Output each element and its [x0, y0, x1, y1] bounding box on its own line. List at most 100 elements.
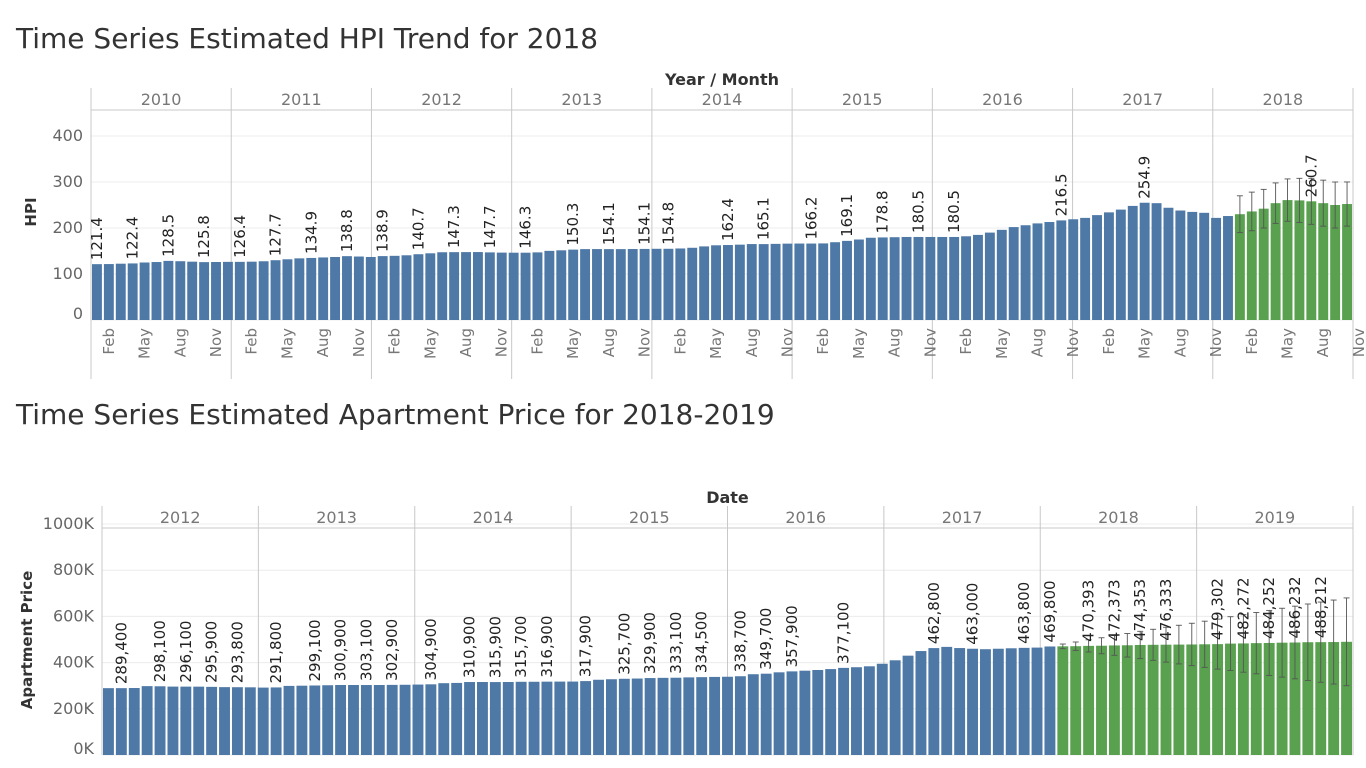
bar: [464, 682, 476, 755]
bar: [605, 679, 617, 755]
bar: [902, 655, 914, 755]
bar: [973, 234, 983, 320]
forecast-bar: [1318, 203, 1329, 320]
bar: [1139, 202, 1150, 320]
data-label: 128.5: [159, 214, 177, 257]
bar: [115, 688, 127, 755]
bar: [258, 261, 269, 320]
bar: [992, 648, 1004, 755]
bar: [128, 688, 140, 755]
bar: [853, 239, 864, 320]
bar: [335, 684, 347, 755]
bar: [234, 261, 245, 320]
x-axis-header: Date: [706, 488, 749, 507]
year-label: 2013: [561, 90, 602, 109]
bar: [294, 258, 305, 320]
bar: [348, 685, 359, 755]
year-label: 2017: [1122, 90, 1163, 109]
data-label: 315,900: [486, 616, 504, 678]
data-label: 302,900: [383, 619, 401, 681]
forecast-bar: [1070, 646, 1082, 755]
bar: [1044, 222, 1055, 320]
bar: [496, 252, 507, 320]
forecast-bar: [1186, 644, 1198, 755]
bar: [941, 646, 953, 755]
bar: [760, 673, 772, 755]
data-label: 486,232: [1286, 576, 1304, 638]
bar: [889, 660, 901, 755]
data-label: 310,900: [461, 616, 479, 678]
bar: [979, 649, 991, 755]
data-label: 254.9: [1136, 156, 1154, 199]
forecast-bar: [1237, 643, 1249, 755]
y-tick-label: 0: [73, 304, 83, 323]
month-label: Nov: [1064, 328, 1082, 357]
month-label: Feb: [671, 328, 689, 355]
bar: [954, 648, 966, 755]
data-label: 146.3: [517, 206, 535, 249]
year-label: 2019: [1254, 508, 1295, 527]
bar: [283, 685, 295, 755]
month-label: Aug: [1314, 328, 1332, 357]
forecast-bar: [1121, 645, 1133, 755]
bar: [709, 676, 721, 755]
bar: [863, 666, 875, 755]
bar: [1199, 212, 1210, 320]
forecast-bar: [1057, 646, 1069, 755]
forecast-bar: [1246, 211, 1257, 320]
bar: [651, 248, 662, 320]
bar: [687, 247, 698, 320]
data-label: 291,800: [267, 621, 285, 683]
bar: [502, 682, 514, 755]
bar: [711, 245, 721, 320]
bar: [812, 669, 824, 755]
month-label: Aug: [886, 328, 904, 357]
bar: [967, 648, 978, 755]
y-tick-label: 400: [52, 126, 83, 145]
data-label: 147.7: [481, 205, 499, 248]
forecast-bar: [1282, 200, 1293, 320]
data-label: 216.5: [1052, 173, 1070, 216]
month-label: Nov: [350, 328, 368, 357]
month-label: Feb: [243, 328, 261, 355]
month-label: Aug: [743, 328, 761, 357]
bar: [489, 682, 501, 755]
data-label: 293,800: [228, 621, 246, 683]
bar: [1223, 216, 1233, 320]
bar: [141, 686, 153, 755]
bar: [342, 256, 352, 320]
forecast-bar: [1160, 644, 1172, 755]
forecast-bar: [1330, 205, 1341, 320]
forecast-bar: [1302, 642, 1314, 755]
y-tick-label: 800K: [53, 560, 95, 579]
year-label: 2013: [316, 508, 357, 527]
data-label: 377,100: [835, 602, 853, 664]
year-label: 2010: [141, 90, 182, 109]
month-label: Nov: [493, 328, 511, 357]
data-label: 169.1: [838, 194, 856, 237]
data-label: 154.1: [600, 202, 618, 245]
bar: [449, 252, 460, 320]
data-label: 180.5: [909, 190, 927, 233]
bar: [544, 250, 555, 320]
bar: [876, 663, 888, 755]
bar: [103, 264, 114, 320]
hpi-chart: 0 100 200 300 400 HPI Year / Month 2010 2011 2012…: [0, 0, 1366, 379]
data-label: 138.8: [338, 209, 356, 252]
forecast-bar: [1328, 642, 1340, 755]
data-label: 162.4: [719, 198, 737, 241]
bar: [163, 260, 174, 320]
y-tick-label: 100: [52, 264, 83, 283]
bar: [1115, 209, 1126, 320]
bar: [1056, 220, 1067, 320]
data-label: 252.1: [0, 0, 43, 4]
forecast-bar: [1147, 644, 1159, 755]
data-label: 165.1: [755, 197, 773, 240]
data-label: 469,800: [1041, 580, 1059, 642]
bar: [1005, 648, 1017, 755]
bar: [528, 681, 540, 755]
bar: [770, 243, 781, 320]
data-label: 299,100: [306, 619, 324, 681]
bar: [1080, 217, 1091, 320]
data-label: 333,100: [667, 612, 685, 674]
